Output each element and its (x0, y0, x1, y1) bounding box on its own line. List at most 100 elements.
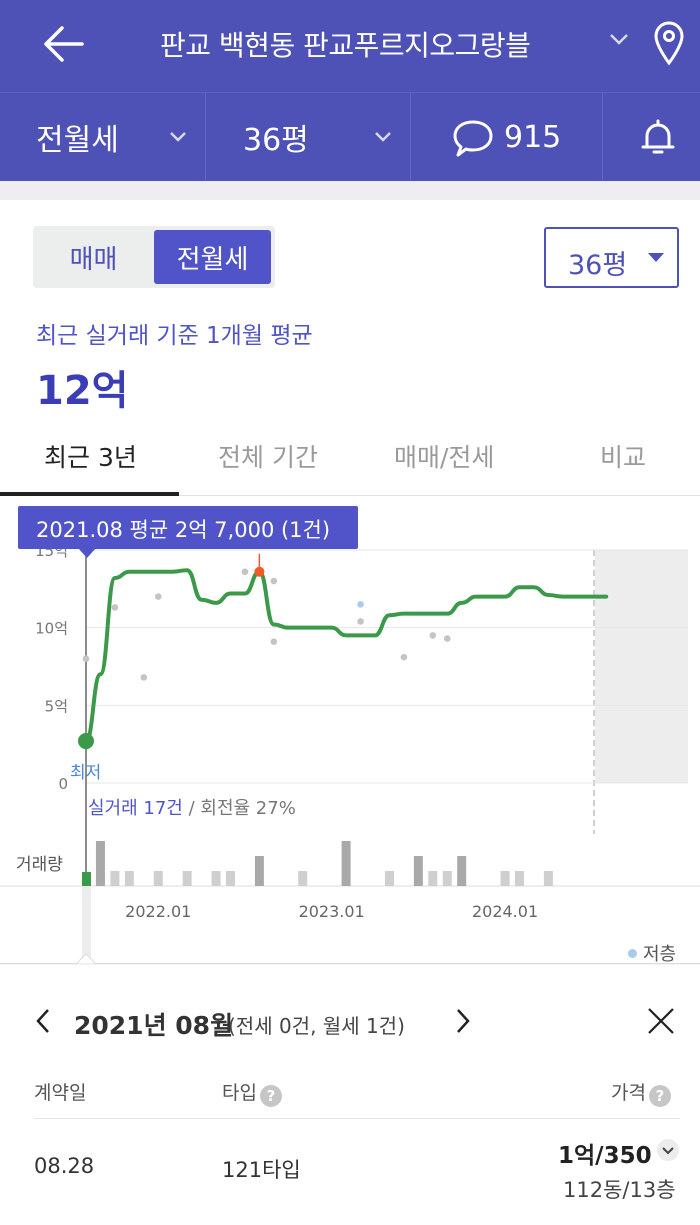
trade-point (443, 635, 451, 642)
lowest-label: 최저 (70, 763, 102, 783)
close-icon[interactable] (646, 1006, 676, 1036)
chevron-down-icon[interactable] (608, 32, 630, 46)
divider (205, 93, 206, 181)
y-tick-label: 5억 (45, 697, 68, 715)
map-pin-icon[interactable] (652, 20, 686, 66)
volume-bar (515, 871, 524, 886)
volume-bar (153, 871, 163, 886)
tab-all-period[interactable]: 전체 기간 (218, 443, 318, 472)
back-arrow-icon[interactable] (38, 22, 88, 66)
chart-tooltip: 2021.08 평균 2억 7,000 (1건) (18, 506, 358, 549)
legend-label: 저층 (643, 944, 677, 965)
divider (410, 93, 411, 181)
legend-dot (628, 949, 637, 958)
volume-bar (442, 871, 452, 886)
volume-bar-selected (82, 872, 91, 886)
trade-point (429, 632, 437, 639)
chevron-down-icon[interactable] (373, 131, 393, 143)
volume-bar (543, 871, 553, 886)
speech-bubble-icon[interactable] (452, 118, 494, 158)
turnover-rate: / 회전율 27% (188, 798, 296, 819)
row-price[interactable]: 1억/350 (558, 1143, 652, 1169)
chevron-down-icon[interactable] (168, 131, 188, 143)
average-label: 최근 실거래 기준 1개월 평균 (36, 323, 313, 349)
comment-count-label: 915 (504, 119, 562, 155)
chevron-down-icon[interactable] (657, 1139, 679, 1161)
trade-point (357, 601, 364, 608)
deal-type-filter[interactable]: 전월세 (36, 93, 119, 181)
column-price: 가격? (611, 1078, 671, 1107)
section-separator (0, 181, 700, 200)
average-price-line (84, 568, 609, 744)
future-region (595, 550, 688, 783)
deal-type-segment: 매매 전월세 (33, 226, 275, 288)
area-label: 36평 (243, 123, 309, 158)
deal-type-label: 전월세 (36, 123, 119, 158)
trade-count: 실거래 17건 (88, 798, 183, 819)
segment-sale[interactable]: 매매 (69, 244, 118, 275)
volume-bar (341, 841, 351, 886)
chevron-left-icon[interactable] (32, 1006, 54, 1036)
y-tick-label: 10억 (35, 620, 68, 638)
help-icon[interactable]: ? (259, 1085, 282, 1107)
help-icon[interactable]: ? (648, 1085, 671, 1107)
tab-compare[interactable]: 비교 (600, 443, 647, 472)
trade-point (82, 655, 90, 663)
tab-recent-3y[interactable]: 최근 3년 (44, 443, 137, 472)
y-tick-label: 0 (58, 775, 68, 793)
volume-bar (428, 871, 438, 886)
volume-bar (226, 871, 235, 886)
trade-point (270, 638, 278, 645)
tab-border (0, 495, 700, 496)
volume-bar (110, 871, 120, 886)
table-divider (34, 1118, 680, 1119)
trade-summary: 실거래 17건 / 회전율 27% (88, 794, 296, 820)
row-unit: 112동/13층 (563, 1178, 676, 1202)
trade-point (154, 593, 162, 600)
area-filter[interactable]: 36평 (243, 93, 309, 181)
trade-point (270, 577, 278, 585)
volume-bar (298, 871, 308, 886)
complex-name[interactable]: 판교 백현동 판교푸르지오그랑블 (160, 29, 531, 62)
volume-bar (211, 871, 221, 886)
volume-bar (95, 841, 105, 886)
panel-notch (76, 953, 96, 964)
tab-sale-jeonse[interactable]: 매매/전세 (394, 443, 495, 472)
column-type: 타입? (222, 1078, 282, 1107)
volume-bar (413, 856, 423, 886)
trade-point (241, 568, 249, 576)
tooltip-arrow (78, 548, 96, 558)
x-tick-label: 2022.01 (125, 902, 191, 921)
segment-rent[interactable]: 전월세 (154, 230, 271, 284)
detail-counts: (전세 0건, 월세 1건) (228, 1014, 405, 1038)
column-type-label: 타입 (222, 1082, 257, 1104)
tab-active-indicator (0, 492, 179, 496)
legend-low-floor: 저층 (628, 940, 676, 966)
column-date: 계약일 (34, 1082, 87, 1104)
x-tick-label: 2023.01 (299, 902, 365, 921)
volume-bar (254, 856, 264, 886)
caret-down-icon (648, 253, 664, 262)
row-date: 08.28 (34, 1154, 95, 1178)
volume-bar (182, 871, 192, 886)
bell-icon[interactable] (640, 117, 676, 157)
detail-month: 2021년 08월 (74, 1011, 234, 1040)
highest-point (254, 566, 265, 577)
volume-label: 거래량 (16, 855, 63, 875)
trade-point (400, 653, 408, 661)
volume-bar (457, 856, 467, 886)
volume-bar (384, 871, 394, 886)
volume-bar (500, 871, 510, 886)
column-price-label: 가격 (611, 1082, 646, 1104)
row-type: 121타입 (222, 1158, 301, 1182)
size-dropdown-value: 36평 (568, 250, 628, 281)
volume-bar (124, 871, 134, 886)
size-dropdown[interactable]: 36평 (544, 227, 679, 288)
divider (602, 93, 603, 181)
selection-band (82, 886, 91, 964)
top-app-bar: 판교 백현동 판교푸르지오그랑블 (0, 0, 700, 92)
detail-panel-border (0, 963, 700, 964)
chevron-right-icon[interactable] (452, 1006, 474, 1036)
comment-count[interactable]: 915 (504, 93, 561, 181)
